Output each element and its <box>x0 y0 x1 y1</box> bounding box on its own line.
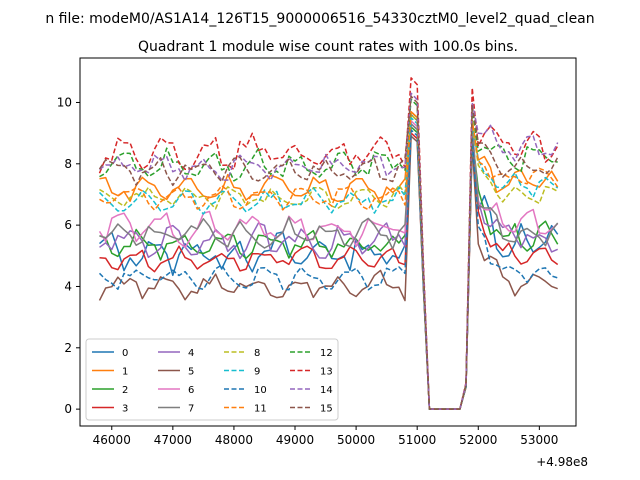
series-line-3 <box>99 132 559 410</box>
legend-label-11: 11 <box>254 404 267 415</box>
series-line-9 <box>98 117 559 410</box>
series-line-11 <box>99 110 559 410</box>
chart-title: Quadrant 1 module wise count rates with … <box>138 39 518 55</box>
y-tick-label: 6 <box>64 218 72 232</box>
series-line-4 <box>99 123 558 410</box>
legend-label-15: 15 <box>320 404 333 415</box>
legend-label-2: 2 <box>122 385 128 396</box>
y-tick-label: 4 <box>64 279 72 293</box>
axes-frame <box>79 57 577 427</box>
series-line-15 <box>98 95 559 410</box>
x-tick-label: 51000 <box>398 433 436 447</box>
series-line-13 <box>98 77 559 410</box>
legend-box <box>85 338 339 421</box>
x-tick-label: 49000 <box>276 433 314 447</box>
legend-label-13: 13 <box>320 367 333 378</box>
legend-label-1: 1 <box>122 367 128 378</box>
y-tick-label: 2 <box>64 341 72 355</box>
y-axis: 0 2 4 6 8 10 <box>57 95 80 416</box>
series-line-12 <box>99 98 558 410</box>
x-tick-label: 53000 <box>520 433 558 447</box>
series-line-8 <box>99 113 559 410</box>
x-tick-label: 47000 <box>154 433 192 447</box>
legend-label-6: 6 <box>188 385 194 396</box>
x-axis: 46000 47000 48000 49000 50000 51000 52000 53000 <box>93 426 558 447</box>
legend-label-8: 8 <box>254 348 260 359</box>
legend-label-12: 12 <box>320 348 333 359</box>
legend-label-5: 5 <box>188 367 194 378</box>
series-line-7 <box>99 123 559 410</box>
legend-label-14: 14 <box>320 385 333 396</box>
x-tick-label: 48000 <box>215 433 253 447</box>
series-line-1 <box>99 110 559 410</box>
series-line-14 <box>99 92 559 410</box>
y-tick-label: 10 <box>57 95 72 109</box>
legend-label-9: 9 <box>254 367 260 378</box>
y-tick-label: 8 <box>64 157 72 171</box>
x-tick-label: 46000 <box>93 433 131 447</box>
y-tick-label: 0 <box>64 402 72 416</box>
legend-label-4: 4 <box>188 348 194 359</box>
x-tick-label: 50000 <box>337 433 375 447</box>
plot-lines <box>98 77 559 410</box>
legend-label-7: 7 <box>188 404 194 415</box>
figure-suptitle: n file: modeM0/AS1A14_126T15_9000006516_… <box>45 11 594 27</box>
x-axis-offset-label: +4.98e8 <box>536 455 588 469</box>
legend-label-0: 0 <box>122 348 128 359</box>
series-line-5 <box>98 135 558 410</box>
legend-label-3: 3 <box>122 404 128 415</box>
series-line-10 <box>98 129 558 410</box>
x-tick-label: 52000 <box>459 433 497 447</box>
legend-label-10: 10 <box>254 385 267 396</box>
